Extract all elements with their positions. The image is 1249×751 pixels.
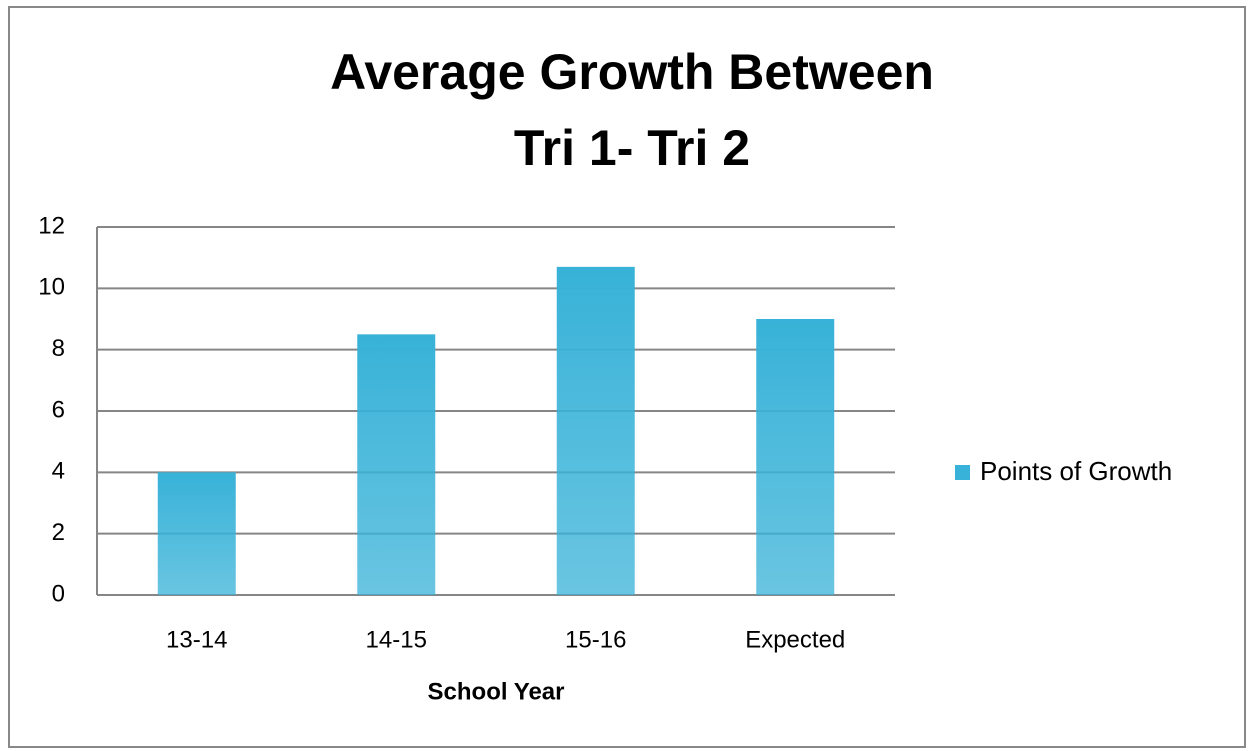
y-tick-label: 6 bbox=[52, 396, 65, 423]
x-tick-label: 15-16 bbox=[565, 626, 626, 653]
bar bbox=[556, 266, 635, 595]
chart-title: Tri 1- Tri 2 bbox=[514, 120, 750, 176]
legend-swatch bbox=[955, 465, 970, 480]
y-tick-label: 0 bbox=[52, 580, 65, 607]
y-tick-label: 12 bbox=[38, 212, 65, 239]
y-tick-label: 4 bbox=[52, 458, 65, 485]
x-tick-label: 14-15 bbox=[366, 626, 427, 653]
chart-title: Average Growth Between bbox=[330, 44, 934, 100]
y-tick-label: 10 bbox=[38, 274, 65, 301]
x-tick-label: Expected bbox=[745, 626, 845, 653]
y-tick-label: 8 bbox=[52, 335, 65, 362]
y-tick-label: 2 bbox=[52, 519, 65, 546]
legend-label: Points of Growth bbox=[980, 456, 1172, 486]
x-tick-label: 13-14 bbox=[166, 626, 227, 653]
bar bbox=[756, 319, 835, 595]
bar bbox=[357, 334, 436, 595]
x-axis-label: School Year bbox=[428, 678, 565, 705]
bar bbox=[157, 472, 236, 595]
